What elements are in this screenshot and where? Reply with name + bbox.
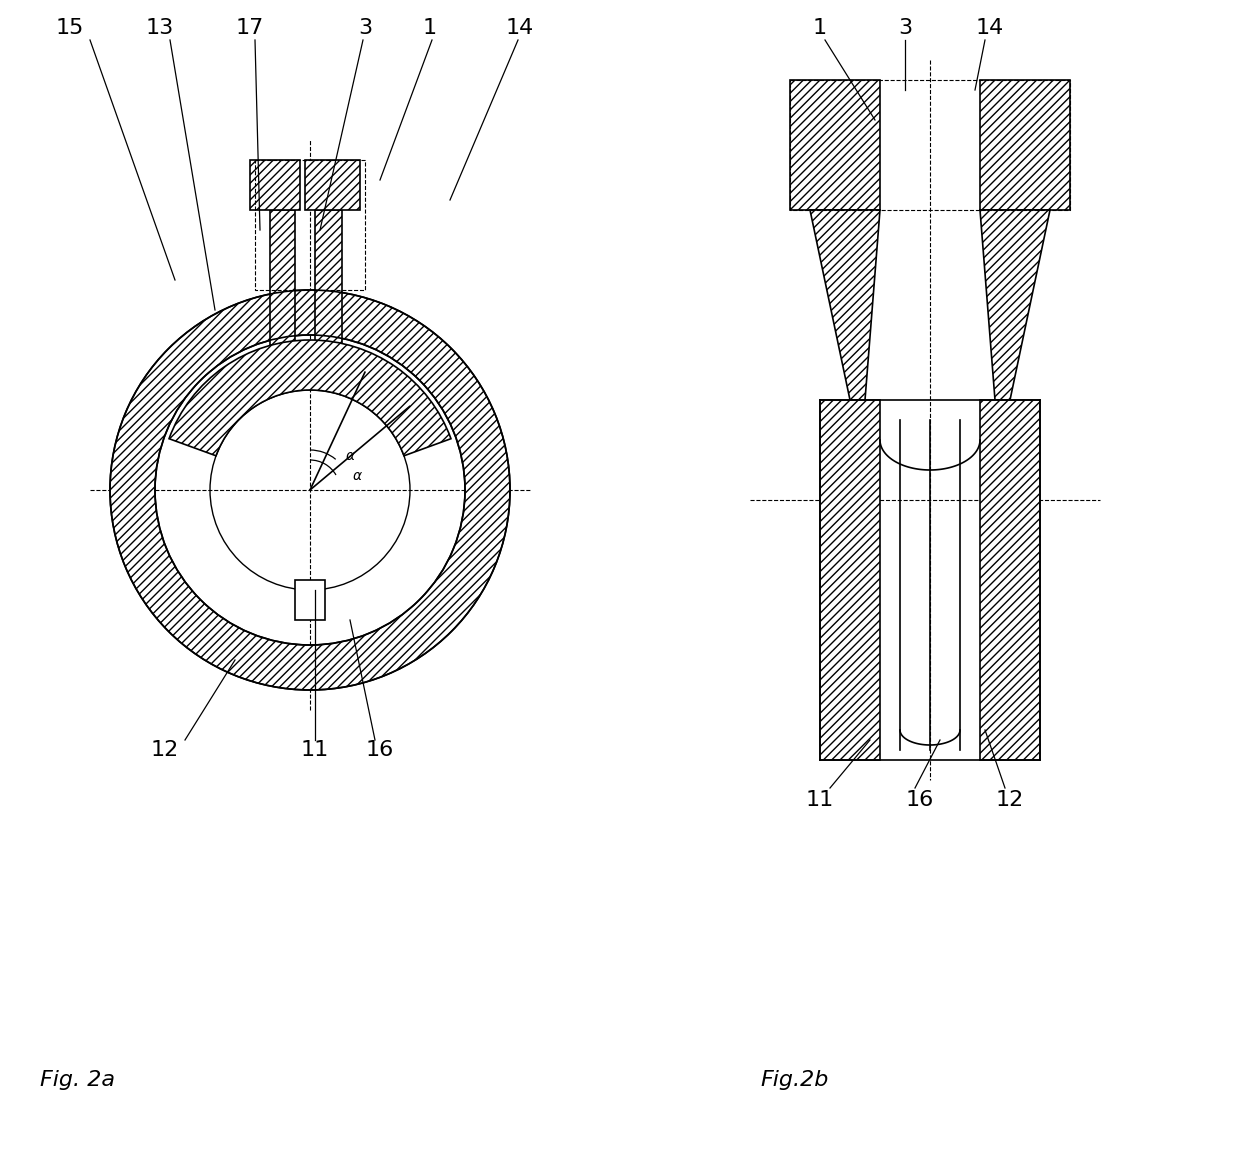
Text: 3: 3 [898,19,913,38]
Bar [270,210,295,345]
Text: 12: 12 [996,790,1024,810]
Text: 15: 15 [56,19,84,38]
Bar [255,160,365,290]
Bar [980,80,1070,210]
Bar [980,400,1040,760]
Wedge shape [169,340,451,455]
Text: 3: 3 [358,19,372,38]
Bar [790,80,1070,210]
Text: 11: 11 [806,790,835,810]
Text: 14: 14 [976,19,1004,38]
Text: 16: 16 [366,739,394,760]
Bar [250,160,300,210]
Text: Fig.2b: Fig.2b [760,1070,828,1089]
Text: 14: 14 [506,19,534,38]
Text: Fig. 2a: Fig. 2a [40,1070,115,1089]
Text: 11: 11 [301,739,329,760]
Bar [790,80,880,210]
Bar [305,160,360,210]
Polygon shape [980,210,1050,400]
Bar [315,210,342,345]
Text: $\alpha$: $\alpha$ [345,449,356,462]
Text: 1: 1 [423,19,436,38]
Text: $\alpha$: $\alpha$ [352,469,363,483]
Bar [295,580,325,620]
Polygon shape [810,210,880,400]
Text: 13: 13 [146,19,174,38]
Text: 17: 17 [236,19,264,38]
Bar [820,400,880,760]
Text: 1: 1 [813,19,827,38]
Text: 12: 12 [151,739,179,760]
Text: 16: 16 [906,790,934,810]
